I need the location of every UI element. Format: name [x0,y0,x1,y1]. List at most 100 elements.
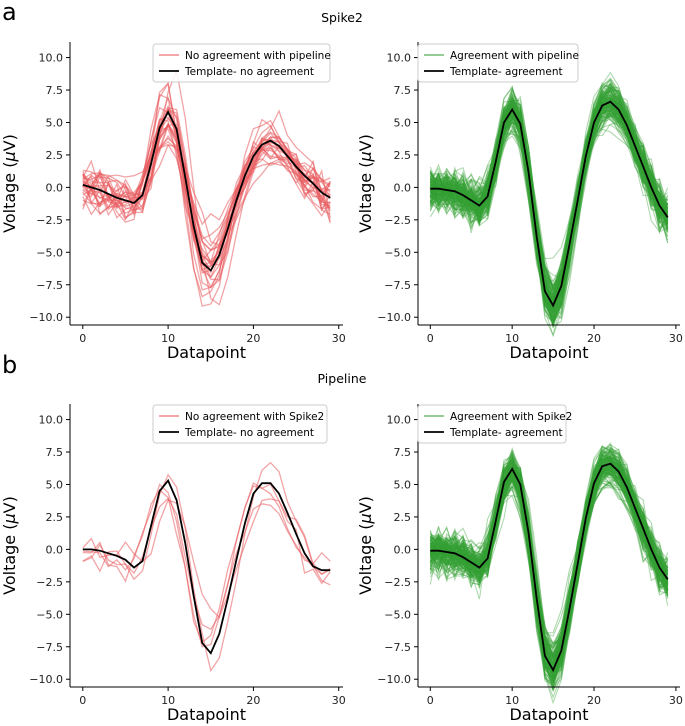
chart-panel-0: 10.0 7.5 5.0 2.5 0.0 −2.5 −5.0 −7.5 −10.0 0 10 20 30… [0,42,346,362]
waveform-trace [429,467,669,657]
waveform-trace [430,83,669,329]
legend-frame [417,404,567,444]
waveform-trace [430,95,669,318]
waveform-trace [430,482,669,647]
waveform-trace [429,97,669,312]
waveform-trace [430,453,668,662]
chart-panel-2: 10.0 7.5 5.0 2.5 0.0 −2.5 −5.0 −7.5 −10.0 0 10 20 30… [0,404,346,724]
waveform-trace [430,71,669,324]
waveform-trace [429,79,669,323]
waveform-trace [429,469,668,656]
waveform-trace [430,111,669,295]
y-tick-label: 7.5 [394,446,412,459]
waveform-trace [430,456,669,680]
waveform-trace [429,106,669,308]
waveform-trace [429,121,668,287]
waveform-trace [429,470,669,670]
waveform-trace [82,497,331,631]
y-tick-label: −2.5 [36,576,63,589]
y-tick-label: 7.5 [46,84,64,97]
x-tick-label: 30 [332,332,346,345]
x-axis-label: Datapoint [167,705,246,724]
y-tick-label: −7.5 [36,641,63,654]
waveform-trace [430,97,669,302]
waveform-trace [429,79,669,322]
waveform-trace [429,106,669,305]
legend-label-template: Template- no agreement [184,66,314,78]
x-tick-label: 30 [669,332,683,345]
waveform-trace [429,444,669,681]
y-tick-label: −7.5 [384,641,411,654]
y-axis-label-mu: μ [356,513,375,524]
waveform-trace [429,98,668,312]
y-axis-label-mu: μ [0,151,19,162]
waveform-trace [430,88,669,319]
waveform-trace [429,450,669,684]
x-tick-label: 0 [427,332,434,345]
x-tick-label: 20 [587,332,601,345]
waveform-trace [429,111,668,302]
y-axis-label-suffix: V) [0,496,19,513]
waveform-trace [429,445,669,677]
y-tick-label: −2.5 [384,214,411,227]
x-tick-label: 30 [332,694,346,707]
legend-label-traces: No agreement with pipeline [185,50,331,62]
waveform-trace [429,101,669,291]
x-tick-label: 10 [161,332,175,345]
waveform-trace [429,461,669,677]
y-tick-label: 5.0 [394,478,412,491]
waveform-trace [430,454,669,681]
y-tick-label: −10.0 [377,311,411,324]
waveform-trace [429,478,669,645]
waveform-trace [429,101,669,313]
waveform-trace [429,91,669,329]
y-axis-label-suffix: V) [356,496,375,513]
waveform-trace [429,455,669,693]
y-tick-label: 5.0 [46,478,64,491]
waveform-trace [430,452,669,683]
waveform-trace [429,453,669,685]
waveform-trace [430,445,669,688]
waveform-trace [429,459,669,676]
waveform-trace [429,465,669,669]
x-tick-label: 0 [79,694,86,707]
waveform-trace [430,110,669,294]
y-axis-label: Voltage (μV) [0,496,19,595]
waveform-trace [429,98,669,301]
waveform-trace [430,81,669,324]
waveform-trace [82,483,331,648]
trace-group [82,68,331,307]
waveform-trace [429,89,669,328]
waveform-trace [429,102,669,301]
y-tick-label: 10.0 [39,52,64,65]
waveform-trace [429,465,669,659]
x-tick-label: 10 [505,694,519,707]
waveform-trace [429,91,669,323]
waveform-trace [429,468,669,662]
waveform-trace [82,122,331,252]
waveform-trace [429,123,668,291]
waveform-trace [429,483,669,637]
y-tick-label: 10.0 [39,414,64,427]
legend-frame [152,43,331,83]
y-tick-label: −10.0 [377,673,411,686]
waveform-trace [82,116,331,268]
x-axis-label: Datapoint [509,343,588,362]
waveform-trace [429,85,669,321]
waveform-trace [429,447,669,684]
waveform-trace [429,115,669,301]
waveform-trace [429,98,669,316]
waveform-trace [429,118,669,286]
waveform-trace [430,84,669,320]
waveform-trace [430,460,669,674]
waveform-trace [429,464,669,657]
waveform-trace [429,471,669,649]
template-line [82,110,331,272]
waveform-trace [430,463,668,672]
legend-frame [152,404,328,444]
waveform-trace [430,463,669,657]
waveform-trace [82,68,331,306]
waveform-trace [429,103,669,315]
waveform-trace [429,107,668,306]
waveform-trace [429,478,669,646]
